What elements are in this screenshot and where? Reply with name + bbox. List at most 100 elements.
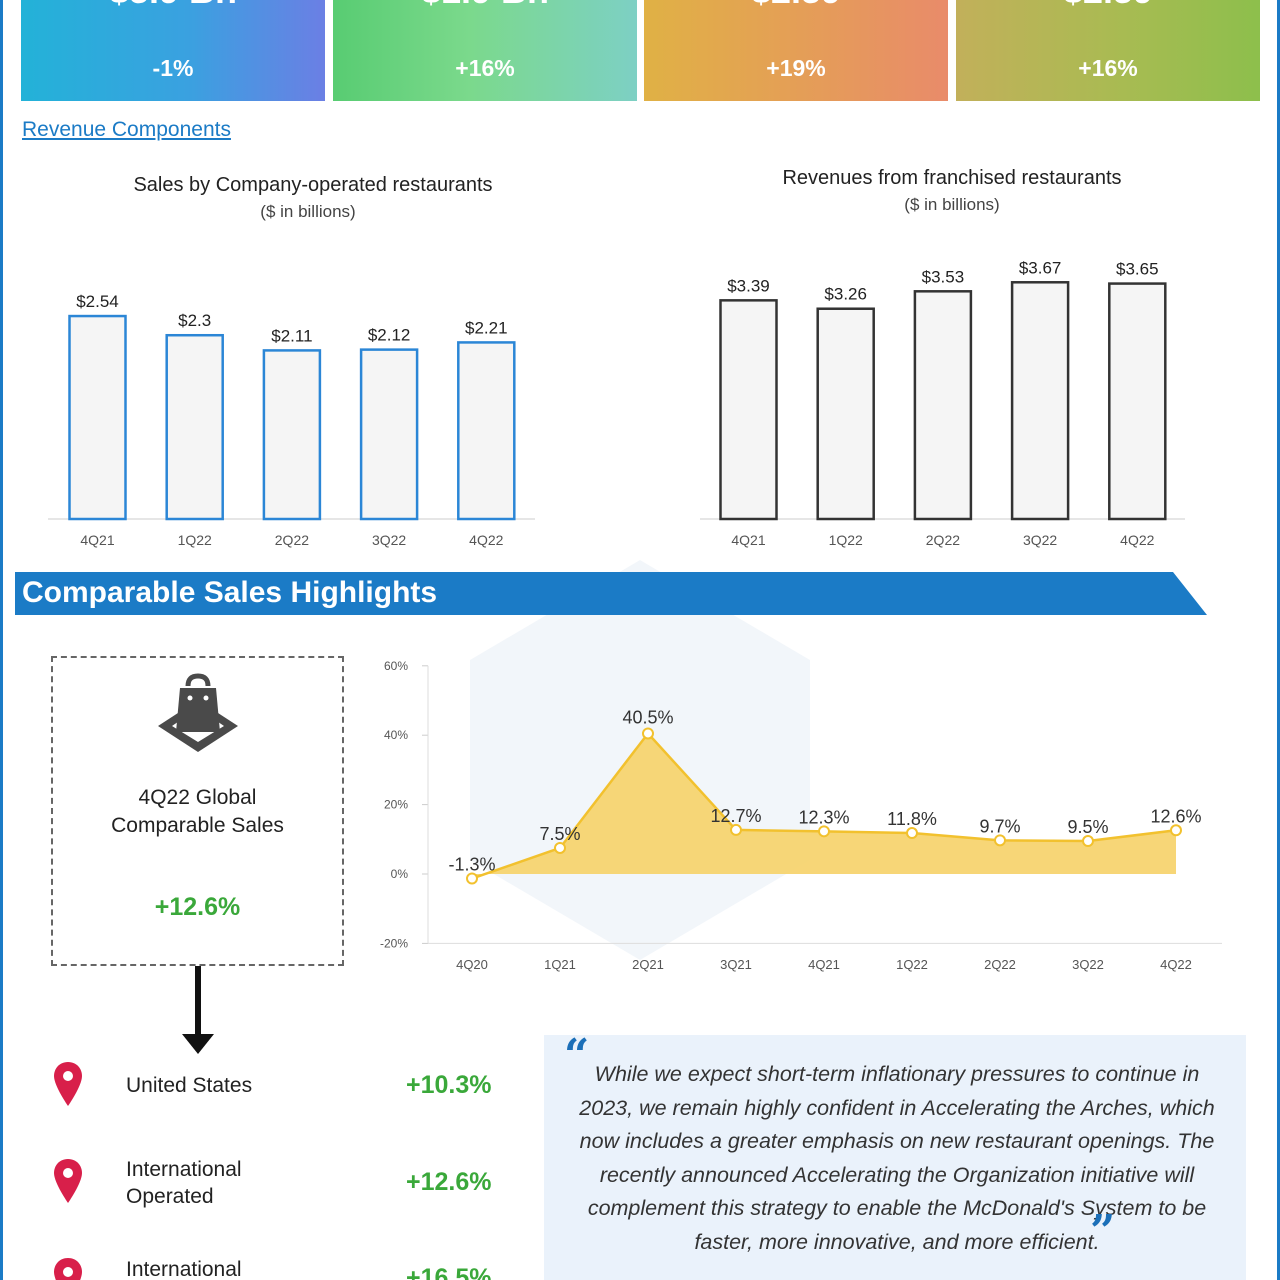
bar-value-label: $2.21 bbox=[465, 318, 508, 337]
arrow-down-icon bbox=[182, 966, 214, 1054]
y-tick-label: 40% bbox=[384, 728, 408, 742]
bar bbox=[457, 341, 516, 521]
segment-name-line: International bbox=[126, 1258, 242, 1280]
ceo-quote-box bbox=[544, 1035, 1246, 1280]
kpi-tile: $1.9 Bn +16% bbox=[333, 0, 637, 101]
kpi-value: $2.59 bbox=[956, 0, 1260, 12]
quote-line: complement this strategy to enable the M… bbox=[587, 1196, 1207, 1221]
x-tick-label: 3Q22 bbox=[1072, 957, 1104, 972]
kpi-change: +19% bbox=[766, 55, 826, 81]
segment-name-line: International bbox=[126, 1158, 242, 1181]
data-label: 12.6% bbox=[1150, 806, 1201, 826]
bar-value-label: $2.11 bbox=[271, 326, 312, 345]
x-tick-label: 1Q22 bbox=[896, 957, 928, 972]
data-label: 12.3% bbox=[798, 807, 849, 827]
data-label: 7.5% bbox=[539, 824, 580, 844]
global-comparable-title: 4Q22 Global Comparable Sales bbox=[51, 784, 344, 840]
bar-value-label: $2.12 bbox=[368, 326, 411, 345]
y-tick-label: 0% bbox=[391, 867, 409, 881]
x-tick-label: 2Q21 bbox=[632, 957, 664, 972]
data-point bbox=[554, 841, 566, 854]
global-comparable-value: +12.6% bbox=[154, 893, 241, 921]
segment-name: International Operated bbox=[126, 1156, 242, 1210]
segment-name-line: Operated bbox=[126, 1185, 214, 1208]
bar bbox=[1108, 282, 1167, 521]
quote-line: 2023, we remain highly confident in Acce… bbox=[579, 1095, 1215, 1120]
global-title-line: 4Q22 Global bbox=[138, 786, 257, 809]
x-tick-label: 4Q21 bbox=[80, 532, 114, 548]
bar bbox=[913, 290, 973, 521]
bar-value-label: $3.67 bbox=[1019, 258, 1062, 277]
bar bbox=[68, 314, 127, 521]
data-point bbox=[1082, 835, 1094, 848]
revenue-components-link[interactable]: Revenue Components bbox=[22, 118, 231, 141]
bar bbox=[262, 349, 322, 521]
x-tick-label: 3Q21 bbox=[720, 957, 752, 972]
bar-value-label: $3.53 bbox=[922, 267, 965, 286]
comparable-sales-area-chart: 60% 40% 20% 0% -20% -1.3% 4Q20 7.5% 1Q21 40.5% 2Q2… bbox=[380, 659, 1222, 972]
quote-line: While we expect short-term inflationary … bbox=[594, 1062, 1200, 1086]
data-label: 9.5% bbox=[1067, 817, 1108, 837]
bar bbox=[1010, 281, 1070, 521]
bar bbox=[816, 307, 875, 521]
x-tick-label: 1Q22 bbox=[178, 532, 212, 548]
bar bbox=[359, 348, 419, 521]
location-pin-icon bbox=[54, 1258, 82, 1280]
kpi-change: +16% bbox=[455, 55, 515, 81]
segment-name: International bbox=[126, 1256, 242, 1280]
company-sales-bar-chart: $2.54 4Q21 $2.3 1Q22 $2.11 2Q22 $2.12 3Q22 $2.21… bbox=[48, 292, 535, 548]
franchised-revenue-bar-chart: $3.39 4Q21 $3.26 1Q22 $3.53 2Q22 $3.67 3Q22 $3.6… bbox=[700, 258, 1185, 548]
x-tick-label: 3Q22 bbox=[372, 532, 406, 548]
bar-value-label: $3.26 bbox=[824, 285, 867, 304]
data-point bbox=[1170, 824, 1182, 837]
x-tick-label: 4Q21 bbox=[731, 532, 765, 548]
data-point bbox=[466, 872, 478, 885]
area-fill bbox=[472, 733, 1176, 879]
x-tick-label: 2Q22 bbox=[984, 957, 1016, 972]
bar bbox=[719, 299, 778, 521]
location-pin-icon bbox=[54, 1159, 82, 1203]
x-tick-label: 4Q21 bbox=[808, 957, 840, 972]
x-tick-label: 4Q22 bbox=[1160, 957, 1192, 972]
chart-title: Sales by Company-operated restaurants bbox=[133, 174, 493, 196]
y-tick-label: 20% bbox=[384, 798, 408, 812]
section-banner bbox=[15, 572, 1207, 615]
global-comparable-box bbox=[51, 656, 344, 966]
data-point bbox=[906, 827, 918, 840]
kpi-value: $1.9 Bn bbox=[333, 0, 637, 12]
shopping-bag-icon bbox=[158, 673, 238, 752]
global-title-line: Comparable Sales bbox=[111, 814, 284, 837]
data-label: 12.7% bbox=[710, 806, 761, 826]
bar-value-label: $3.39 bbox=[727, 276, 770, 295]
kpi-tile: $2.59 +16% bbox=[956, 0, 1260, 101]
data-point bbox=[642, 727, 654, 740]
quote-line: now includes a greater emphasis on new r… bbox=[579, 1129, 1215, 1154]
quote-line: recently announced Accelerating the Orga… bbox=[599, 1162, 1195, 1187]
x-tick-label: 2Q22 bbox=[275, 532, 309, 548]
kpi-value: $2.59 bbox=[644, 0, 948, 12]
bar-value-label: $2.3 bbox=[178, 311, 211, 330]
bar-value-label: $3.65 bbox=[1116, 260, 1159, 279]
segment-value: +16.5% bbox=[406, 1264, 492, 1280]
data-label: 40.5% bbox=[622, 707, 673, 727]
data-point bbox=[730, 823, 742, 836]
bar bbox=[165, 333, 224, 521]
x-tick-label: 2Q22 bbox=[926, 532, 960, 548]
kpi-value: $5.9 Bn bbox=[21, 0, 325, 12]
location-pin-icon bbox=[54, 1062, 82, 1106]
x-tick-label: 4Q22 bbox=[469, 532, 503, 548]
kpi-change: +16% bbox=[1078, 55, 1138, 81]
y-tick-label: 60% bbox=[384, 659, 408, 673]
chart-subtitle: ($ in billions) bbox=[260, 202, 356, 221]
data-label: 9.7% bbox=[979, 816, 1020, 836]
x-tick-label: 1Q21 bbox=[544, 957, 576, 972]
chart-title: Revenues from franchised restaurants bbox=[782, 167, 1122, 189]
data-label: 11.8% bbox=[887, 809, 937, 829]
data-label: -1.3% bbox=[448, 855, 495, 875]
bar-value-label: $2.54 bbox=[76, 292, 119, 311]
x-tick-label: 4Q20 bbox=[456, 957, 488, 972]
segment-value: +10.3% bbox=[406, 1071, 492, 1099]
kpi-tile: $5.9 Bn -1% bbox=[21, 0, 325, 101]
quote-line: faster, more innovative, and more effici… bbox=[694, 1229, 1100, 1254]
